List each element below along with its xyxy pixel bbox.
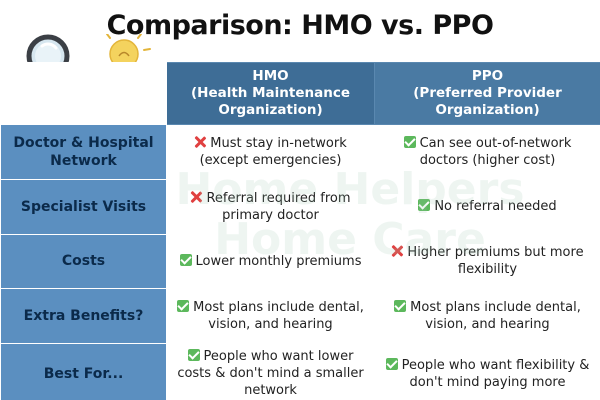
- cell-text: People who want flexibility &: [401, 357, 590, 373]
- cell-text: People who want lower: [203, 349, 354, 365]
- row-label-extra-benefits: Extra Benefits?: [0, 288, 167, 345]
- cross-mark-icon: [190, 191, 202, 203]
- cell-text: (except emergencies): [199, 152, 342, 168]
- ppo-cell: Can see out-of-network doctors (higher co…: [374, 124, 600, 180]
- cell-text: primary doctor: [222, 207, 319, 223]
- ppo-cell: People who want flexibility & don't mind …: [374, 343, 600, 400]
- page-title: Comparison: HMO vs. PPO: [106, 10, 494, 41]
- hmo-cell: People who want lower costs & don't mind …: [166, 343, 375, 400]
- table-row: Specialist Visits Referral required from p…: [0, 178, 600, 235]
- table-body: Doctor & Hospital Network Must stay in-net…: [0, 124, 600, 400]
- column-header-ppo: PPO (Preferred Provider Organization): [374, 62, 600, 125]
- cell-text: vision, and hearing: [208, 317, 333, 333]
- cell-text: Can see out-of-network: [419, 135, 572, 151]
- check-mark-icon: [418, 199, 431, 212]
- table-row: Costs Lower monthly premiums Higher premiu…: [0, 233, 600, 290]
- cross-mark-icon: [194, 136, 206, 148]
- cell-text: don't mind paying more: [409, 374, 566, 390]
- hmo-cell: Lower monthly premiums: [166, 233, 375, 290]
- cell-text: Must stay in-network: [210, 135, 347, 151]
- cell-text: vision, and hearing: [425, 317, 550, 333]
- row-label-best-for: Best For...: [0, 343, 167, 400]
- cell-text: Most plans include dental,: [193, 300, 364, 316]
- check-mark-icon: [385, 357, 398, 370]
- table-corner: [0, 62, 167, 125]
- cell-text: network: [244, 383, 297, 399]
- comparison-table: HMO (Health Maintenance Organization) PP…: [0, 62, 600, 400]
- column-header-hmo: HMO (Health Maintenance Organization): [166, 62, 375, 125]
- check-mark-icon: [187, 349, 200, 362]
- table-row: Best For... People who want lower costs & …: [0, 343, 600, 400]
- ppo-cell: Higher premiums but more flexibility: [374, 233, 600, 290]
- row-label-doctor-hospital-network: Doctor & Hospital Network: [0, 124, 167, 180]
- hmo-cell: Most plans include dental, vision, and he…: [166, 288, 375, 345]
- table-row: Doctor & Hospital Network Must stay in-net…: [0, 124, 600, 180]
- cell-text: Lower monthly premiums: [195, 253, 362, 269]
- check-mark-icon: [179, 253, 192, 266]
- cell-text: flexibility: [457, 262, 518, 278]
- cell-text: Most plans include dental,: [410, 300, 581, 316]
- hmo-cell: Referral required from primary doctor: [166, 178, 375, 235]
- table-header-row: HMO (Health Maintenance Organization) PP…: [0, 62, 600, 125]
- cell-text: Referral required from: [206, 190, 351, 206]
- cell-text: Higher premiums but more: [407, 245, 584, 261]
- check-mark-icon: [394, 300, 407, 313]
- cell-text: costs & don't mind a smaller: [177, 366, 364, 382]
- cross-mark-icon: [391, 245, 403, 257]
- ppo-cell: No referral needed: [374, 178, 600, 235]
- hmo-cell: Must stay in-network (except emergencies): [166, 124, 375, 180]
- row-label-costs: Costs: [0, 233, 167, 290]
- check-mark-icon: [177, 300, 190, 313]
- row-label-specialist-visits: Specialist Visits: [0, 178, 167, 235]
- table-row: Extra Benefits? Most plans include dental…: [0, 288, 600, 345]
- ppo-cell: Most plans include dental, vision, and he…: [374, 288, 600, 345]
- cell-text: No referral needed: [434, 199, 557, 215]
- cell-text: doctors (higher cost): [419, 152, 556, 168]
- check-mark-icon: [403, 135, 416, 148]
